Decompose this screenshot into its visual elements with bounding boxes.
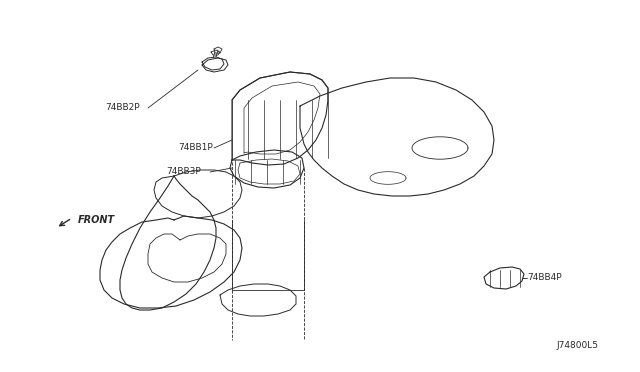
Text: 74BB4P: 74BB4P [527,273,562,282]
Text: 74BB1P: 74BB1P [178,144,212,153]
Text: J74800L5: J74800L5 [556,341,598,350]
Text: 74BB3P: 74BB3P [166,167,201,176]
Text: 74BB2P: 74BB2P [105,103,140,112]
Text: FRONT: FRONT [78,215,115,225]
